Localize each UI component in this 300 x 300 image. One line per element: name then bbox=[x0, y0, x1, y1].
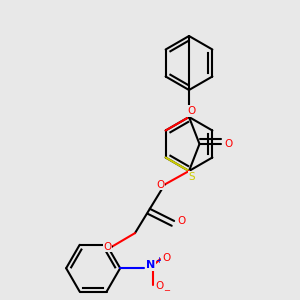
Text: O: O bbox=[155, 281, 164, 291]
Text: O: O bbox=[178, 216, 186, 226]
Text: O: O bbox=[162, 253, 170, 263]
Text: O: O bbox=[224, 139, 232, 149]
Text: O: O bbox=[188, 106, 196, 116]
Text: O: O bbox=[103, 242, 112, 252]
Text: S: S bbox=[189, 172, 195, 182]
Text: −: − bbox=[164, 286, 170, 295]
Text: N: N bbox=[146, 260, 156, 270]
Text: O: O bbox=[156, 179, 164, 190]
Text: +: + bbox=[155, 256, 162, 265]
